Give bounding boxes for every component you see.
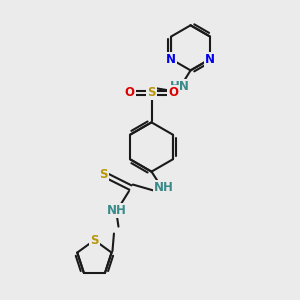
Text: NH: NH — [154, 181, 174, 194]
Text: HN: HN — [170, 80, 190, 93]
Text: N: N — [166, 52, 176, 66]
Text: S: S — [99, 167, 108, 181]
Text: S: S — [147, 86, 156, 99]
Text: O: O — [125, 86, 135, 99]
Text: N: N — [205, 52, 215, 66]
Text: O: O — [168, 86, 178, 99]
Text: NH: NH — [107, 204, 127, 217]
Text: S: S — [90, 234, 99, 247]
